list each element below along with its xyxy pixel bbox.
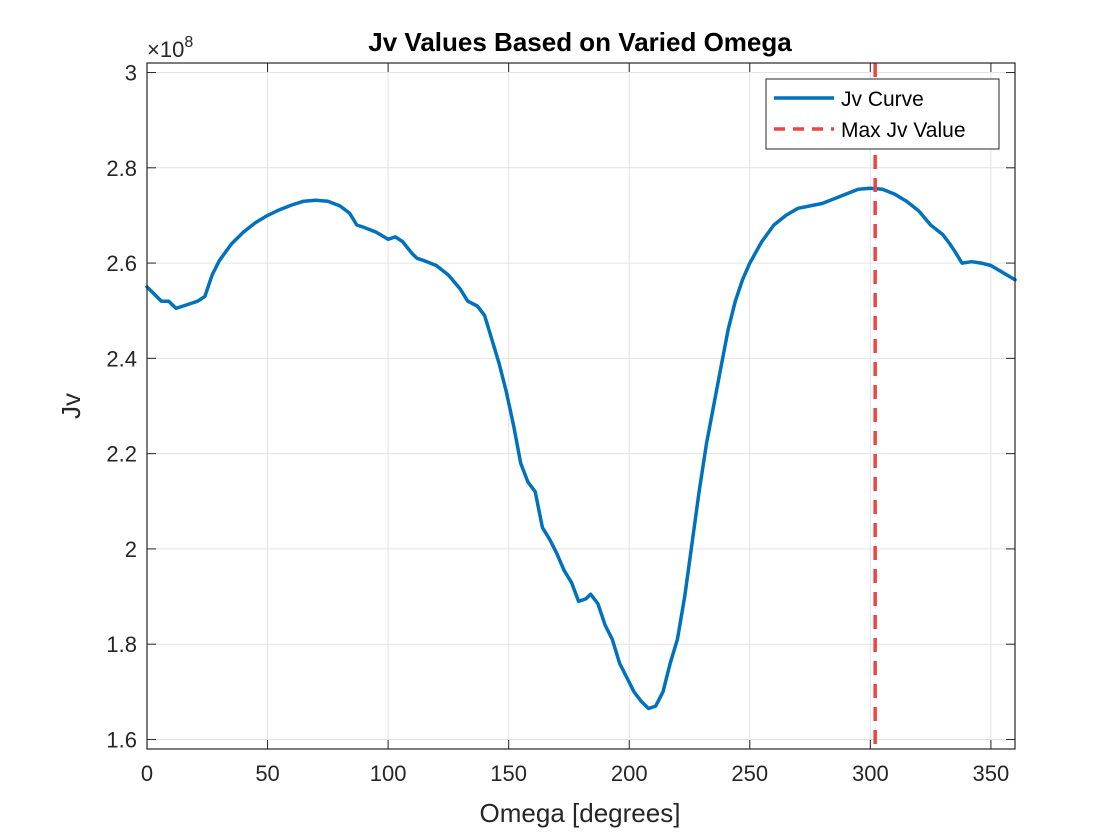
y-tick-label: 2.8 xyxy=(106,156,137,181)
chart-title: Jv Values Based on Varied Omega xyxy=(368,27,792,57)
y-tick-label: 2.6 xyxy=(106,251,137,276)
x-tick-label: 250 xyxy=(731,761,768,786)
legend-label-jv-curve: Jv Curve xyxy=(841,88,924,111)
x-tick-label: 350 xyxy=(973,761,1010,786)
x-axis-title: Omega [degrees] xyxy=(480,798,681,828)
plot-frame xyxy=(146,62,1016,750)
y-tick-label: 2 xyxy=(125,537,137,562)
axis-ticks: 0 50 100 150 200 250 300 350 1.6 1.8 2 2.2 2.4 2.6 2.8… xyxy=(106,61,1015,786)
y-tick-label: 3 xyxy=(125,61,137,86)
x-tick-label: 300 xyxy=(852,761,889,786)
y-tick-label: 1.8 xyxy=(106,632,137,657)
grid-lines xyxy=(146,63,1015,749)
legend-label-max-jv-value: Max Jv Value xyxy=(841,119,966,142)
y-exponent-label: ×108 xyxy=(147,34,193,62)
x-tick-label: 100 xyxy=(370,761,407,786)
x-tick-label: 150 xyxy=(490,761,527,786)
x-tick-label: 200 xyxy=(611,761,648,786)
y-tick-label: 2.2 xyxy=(106,442,137,467)
y-axis-title: Jv xyxy=(56,393,86,419)
series-layer xyxy=(145,63,1017,749)
x-tick-label: 50 xyxy=(255,761,279,786)
y-tick-label: 1.6 xyxy=(106,727,137,752)
series-line-jv-curve xyxy=(145,186,1017,711)
plot-area xyxy=(147,63,1015,749)
y-exponent-power: 8 xyxy=(184,34,193,51)
legend: Jv Curve Max Jv Value xyxy=(765,78,1000,150)
y-exponent-prefix: ×10 xyxy=(147,37,184,62)
legend-box xyxy=(765,78,1000,150)
y-tick-label: 2.4 xyxy=(106,346,137,371)
x-tick-label: 0 xyxy=(141,761,153,786)
